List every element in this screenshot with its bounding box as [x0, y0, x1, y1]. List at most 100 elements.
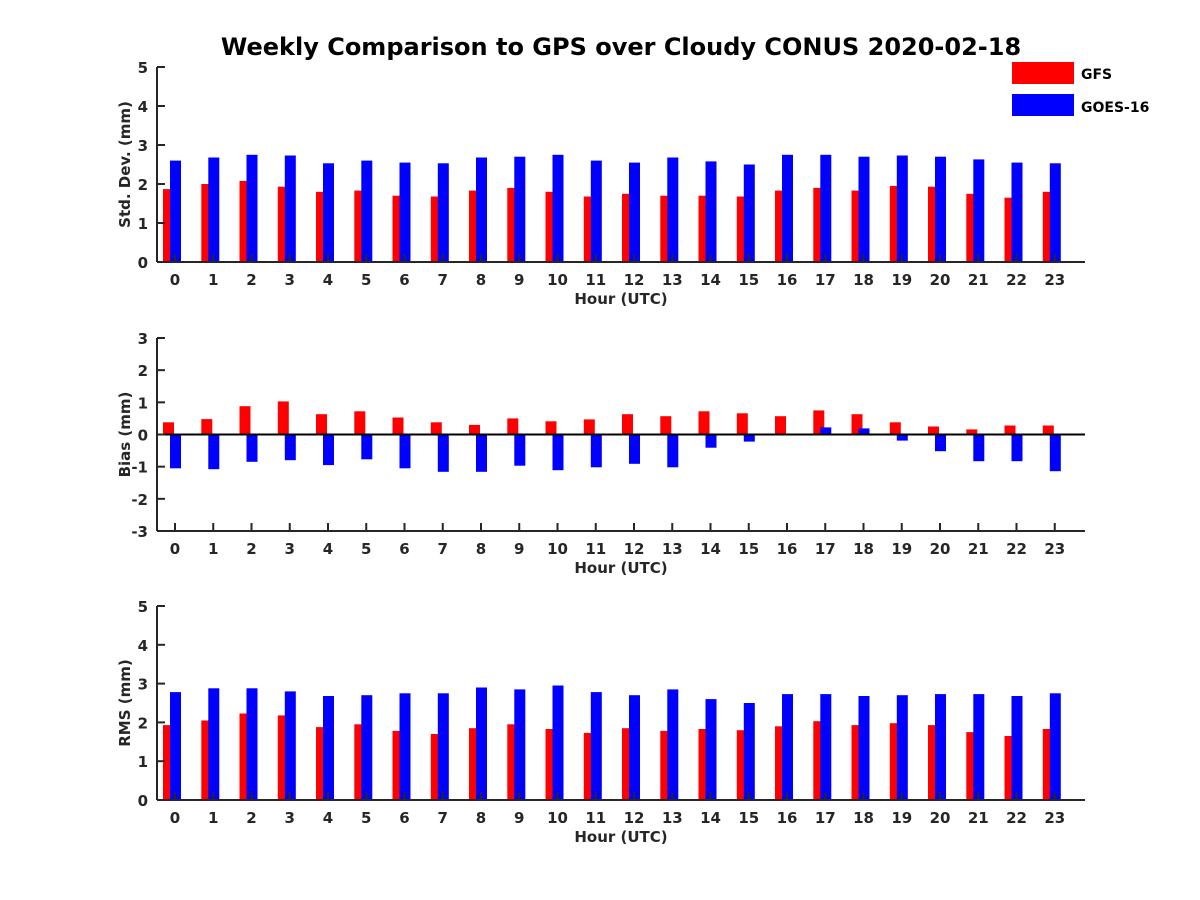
x-tick-label: 16 — [777, 809, 798, 827]
x-tick-label: 22 — [1006, 540, 1027, 558]
bar-goes16-13 — [667, 689, 679, 800]
bar-goes16-2 — [246, 434, 258, 462]
x-tick-label: 12 — [624, 540, 645, 558]
bar-gfs-2 — [239, 406, 251, 435]
bar-gfs-13 — [660, 416, 672, 435]
bar-goes16-20 — [935, 156, 946, 262]
x-tick-label: 3 — [285, 809, 295, 827]
bar-goes16-22 — [1011, 434, 1023, 462]
y-tick-label: 4 — [138, 98, 148, 116]
bar-goes16-23 — [1049, 434, 1061, 472]
x-tick-label: 13 — [662, 809, 683, 827]
bar-goes16-15 — [743, 703, 755, 800]
bar-gfs-19 — [889, 723, 901, 800]
y-tick-label: 1 — [138, 394, 148, 412]
x-tick-label: 9 — [514, 809, 524, 827]
bar-gfs-10 — [545, 729, 557, 800]
y-axis-label: RMS (mm) — [116, 659, 134, 746]
series-goes16 — [170, 685, 1061, 800]
series-goes16 — [170, 154, 1061, 263]
bar-gfs-10 — [545, 191, 557, 262]
y-tick-label: -3 — [131, 523, 148, 541]
bar-gfs-17 — [813, 187, 825, 262]
bar-gfs-5 — [354, 724, 366, 800]
bar-gfs-2 — [239, 713, 251, 800]
x-tick-label: 21 — [968, 809, 989, 827]
x-tick-label: 5 — [361, 540, 371, 558]
bar-goes16-14 — [705, 699, 717, 800]
bar-goes16-17 — [820, 427, 832, 435]
bar-gfs-21 — [966, 429, 978, 435]
y-tick-label: 2 — [138, 714, 148, 732]
bar-goes16-14 — [705, 161, 717, 262]
x-axis-label: Hour (UTC) — [574, 828, 667, 846]
bar-goes16-13 — [667, 157, 679, 262]
bar-goes16-5 — [361, 160, 373, 262]
x-tick-label: 2 — [246, 540, 256, 558]
y-tick-label: 2 — [138, 176, 148, 194]
bar-gfs-1 — [201, 720, 213, 800]
x-tick-label: 12 — [624, 809, 645, 827]
x-tick-label: 23 — [1044, 271, 1065, 289]
bar-gfs-11 — [583, 196, 595, 262]
legend: GFS GOES-16 — [1012, 62, 1149, 116]
x-tick-label: 19 — [891, 809, 912, 827]
bar-goes16-21 — [973, 434, 985, 462]
x-tick-label: 2 — [246, 809, 256, 827]
bar-gfs-4 — [316, 414, 327, 435]
bar-gfs-7 — [430, 422, 442, 435]
bar-gfs-7 — [430, 734, 442, 800]
bar-gfs-6 — [392, 730, 404, 800]
x-tick-label: 14 — [700, 540, 721, 558]
x-tick-label: 4 — [323, 271, 333, 289]
bar-goes16-6 — [399, 693, 411, 800]
x-tick-label: 4 — [323, 540, 333, 558]
legend-label-gfs: GFS — [1081, 67, 1112, 83]
bar-gfs-8 — [469, 728, 480, 800]
bar-goes16-12 — [629, 695, 640, 800]
x-tick-label: 18 — [853, 540, 874, 558]
bar-gfs-14 — [698, 411, 710, 435]
bar-gfs-8 — [469, 424, 480, 435]
bar-gfs-12 — [622, 193, 633, 263]
bar-gfs-3 — [277, 401, 289, 435]
bar-goes16-22 — [1011, 696, 1023, 800]
bar-gfs-22 — [1004, 425, 1016, 435]
bar-gfs-20 — [928, 186, 939, 262]
bar-goes16-8 — [476, 434, 487, 472]
bar-gfs-22 — [1004, 736, 1016, 800]
x-tick-label: 0 — [170, 540, 180, 558]
x-tick-label: 11 — [585, 271, 606, 289]
bar-goes16-11 — [590, 160, 602, 262]
x-tick-label: 3 — [285, 540, 295, 558]
x-tick-label: 12 — [624, 271, 645, 289]
bar-gfs-0 — [163, 725, 174, 800]
bar-goes16-18 — [858, 156, 870, 262]
bar-gfs-9 — [507, 724, 519, 800]
bar-goes16-9 — [514, 434, 526, 466]
bar-gfs-4 — [316, 727, 327, 800]
bar-goes16-18 — [858, 428, 870, 435]
bar-goes16-9 — [514, 689, 526, 800]
x-tick-label: 17 — [815, 271, 836, 289]
x-tick-label: 14 — [700, 809, 721, 827]
x-tick-label: 22 — [1006, 271, 1027, 289]
x-tick-label: 3 — [285, 271, 295, 289]
bar-goes16-10 — [552, 685, 564, 800]
bar-goes16-11 — [590, 692, 602, 800]
bar-gfs-17 — [813, 410, 825, 435]
x-tick-label: 21 — [968, 271, 989, 289]
bar-gfs-10 — [545, 421, 557, 435]
bar-gfs-20 — [928, 725, 939, 800]
x-tick-label: 21 — [968, 540, 989, 558]
bar-gfs-17 — [813, 721, 825, 800]
bar-gfs-12 — [622, 414, 633, 435]
x-tick-label: 9 — [514, 540, 524, 558]
bar-goes16-10 — [552, 154, 564, 263]
bar-gfs-23 — [1042, 425, 1054, 435]
bar-goes16-0 — [170, 434, 181, 469]
bar-goes16-3 — [284, 691, 296, 800]
